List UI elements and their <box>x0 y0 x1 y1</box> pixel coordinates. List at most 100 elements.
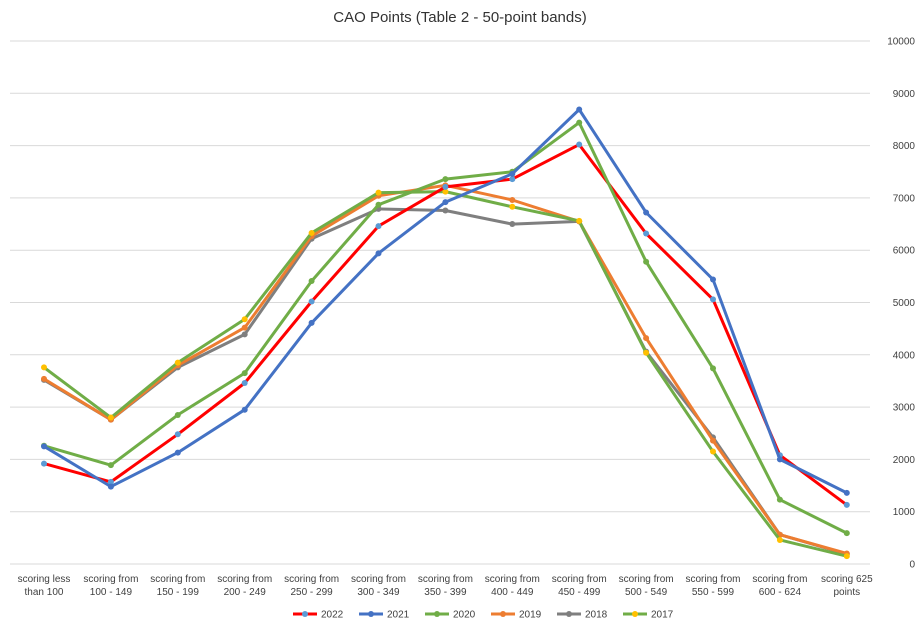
data-point <box>643 349 650 356</box>
x-category-label-line: scoring from <box>150 574 205 585</box>
y-tick-label: 8000 <box>893 141 916 152</box>
data-point <box>576 141 583 148</box>
x-category-label-line: 250 - 299 <box>290 587 333 598</box>
data-point <box>174 359 181 366</box>
data-point <box>241 331 248 338</box>
x-category-label-line: 100 - 149 <box>90 587 133 598</box>
x-category-label: scoring from 350 - 399 <box>418 574 473 598</box>
series-2018 <box>41 205 850 558</box>
chart-title: CAO Points (Table 2 - 50-point bands) <box>333 9 586 26</box>
x-category-label-line: scoring from <box>685 574 740 585</box>
data-point <box>174 411 181 418</box>
x-category-label-line: 400 - 449 <box>491 587 534 598</box>
y-tick-label: 5000 <box>893 298 916 309</box>
x-category-label-line: 200 - 249 <box>224 587 267 598</box>
x-category-label-line: 600 - 624 <box>759 587 802 598</box>
data-point <box>710 276 716 283</box>
data-point <box>241 380 248 387</box>
data-point <box>776 496 783 503</box>
series-2020 <box>41 119 850 537</box>
series-line-2019 <box>42 183 849 555</box>
x-category-label: scoring from 100 - 149 <box>83 574 138 598</box>
x-category-label: scoring from 500 - 549 <box>619 574 674 598</box>
y-tick-label: 9000 <box>893 89 916 100</box>
series-2022 <box>41 141 850 508</box>
x-category-label-line: scoring from <box>552 574 607 585</box>
gridlines <box>10 40 870 565</box>
data-point <box>41 443 47 450</box>
data-point <box>643 258 650 265</box>
x-category-label: scoring from 600 - 624 <box>752 574 807 598</box>
data-point <box>308 278 315 285</box>
legend-swatch-marker <box>302 611 308 617</box>
series-2021 <box>41 106 850 496</box>
x-category-label: scoring less than 100 <box>18 574 71 598</box>
x-category-label-line: 350 - 399 <box>424 587 467 598</box>
x-category-label-line: scoring from <box>619 574 674 585</box>
x-category-label: scoring from 250 - 299 <box>284 574 339 598</box>
data-point <box>643 209 650 216</box>
y-tick-label: 10000 <box>887 37 915 48</box>
data-point <box>41 375 47 382</box>
legend: 2022 2021 2020 2019 2018 2017 <box>293 610 674 621</box>
data-point <box>442 176 449 183</box>
y-tick-label: 6000 <box>893 246 916 257</box>
data-point <box>643 335 650 342</box>
data-point <box>41 460 47 467</box>
data-point <box>509 221 516 228</box>
x-category-label: scoring from 400 - 449 <box>485 574 540 598</box>
data-point <box>375 189 382 196</box>
data-point <box>776 456 783 463</box>
x-category-label-line: scoring from <box>351 574 406 585</box>
data-point <box>843 530 850 537</box>
legend-item-2017: 2017 <box>623 610 674 621</box>
series-line-2022 <box>42 143 849 507</box>
x-category-label: scoring from 200 - 249 <box>217 574 272 598</box>
data-point <box>375 223 382 230</box>
y-axis-tick-labels: 0 1000 2000 3000 4000 5000 6000 7000 8000 9000 100… <box>887 37 915 571</box>
data-point <box>107 483 114 490</box>
legend-label: 2019 <box>519 610 542 621</box>
x-category-label-line: 150 - 199 <box>157 587 200 598</box>
data-point <box>509 176 516 183</box>
data-point <box>107 462 114 469</box>
data-point <box>843 501 850 508</box>
x-category-label-line: points <box>833 587 860 598</box>
x-category-label-line: scoring from <box>284 574 339 585</box>
x-category-label-line: 550 - 599 <box>692 587 735 598</box>
data-point <box>174 431 181 438</box>
legend-label: 2017 <box>651 610 674 621</box>
legend-item-2021: 2021 <box>359 610 410 621</box>
x-category-label: scoring from 300 - 349 <box>351 574 406 598</box>
legend-swatch-marker <box>566 611 572 617</box>
x-category-label-line: scoring from <box>217 574 272 585</box>
x-category-label: scoring from 550 - 599 <box>685 574 740 598</box>
series-2017 <box>41 188 850 560</box>
data-point <box>576 106 583 113</box>
legend-item-2020: 2020 <box>425 610 476 621</box>
x-category-label-line: scoring from <box>83 574 138 585</box>
x-category-label-line: than 100 <box>25 587 64 598</box>
legend-item-2019: 2019 <box>491 610 542 621</box>
x-category-label-line: 450 - 499 <box>558 587 601 598</box>
data-point <box>509 170 516 177</box>
data-point <box>241 406 248 413</box>
y-tick-label: 7000 <box>893 193 916 204</box>
data-point <box>442 188 449 195</box>
legend-swatch-marker <box>434 611 440 617</box>
legend-item-2018: 2018 <box>557 610 608 621</box>
data-point <box>241 316 248 323</box>
data-point <box>41 364 47 371</box>
x-category-label: scoring from 150 - 199 <box>150 574 205 598</box>
data-point <box>776 536 783 543</box>
data-point <box>107 414 114 421</box>
x-category-label-line: scoring from <box>485 574 540 585</box>
x-category-label-line: scoring 625 <box>821 574 873 585</box>
data-point <box>509 203 516 210</box>
data-point <box>308 298 315 305</box>
data-point <box>643 230 650 237</box>
y-tick-label: 4000 <box>893 350 916 361</box>
data-point <box>509 196 516 203</box>
